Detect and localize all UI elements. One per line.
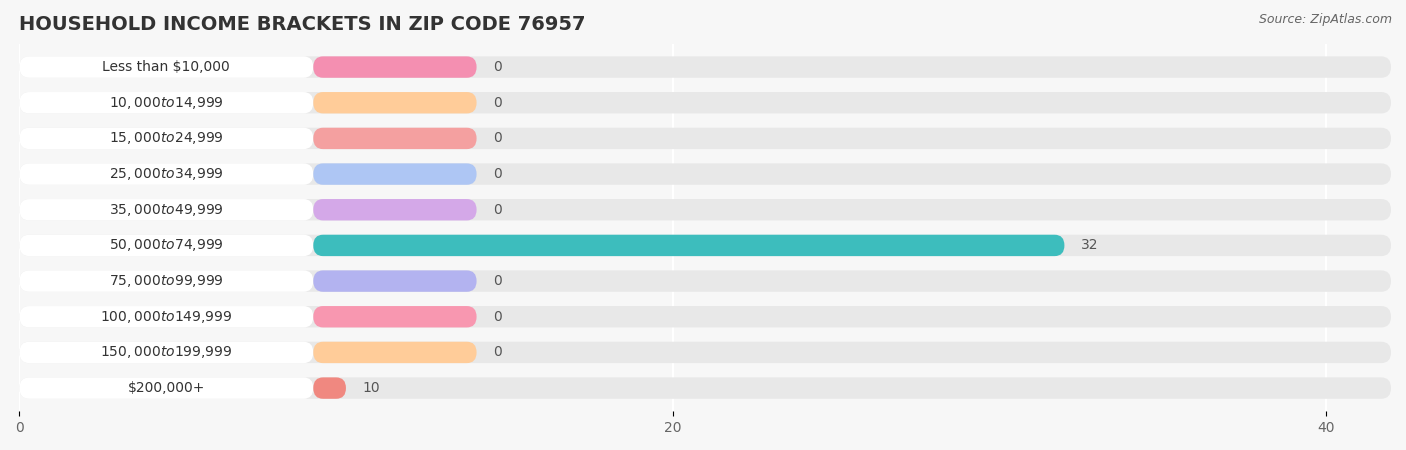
Text: Less than $10,000: Less than $10,000 (103, 60, 231, 74)
FancyBboxPatch shape (20, 378, 314, 399)
FancyBboxPatch shape (20, 92, 1391, 113)
FancyBboxPatch shape (20, 306, 1391, 328)
FancyBboxPatch shape (20, 306, 314, 328)
FancyBboxPatch shape (20, 342, 1391, 363)
Text: $50,000 to $74,999: $50,000 to $74,999 (108, 238, 224, 253)
FancyBboxPatch shape (20, 270, 1391, 292)
Text: 0: 0 (494, 60, 502, 74)
Text: 32: 32 (1081, 238, 1098, 252)
FancyBboxPatch shape (20, 270, 314, 292)
Text: $25,000 to $34,999: $25,000 to $34,999 (108, 166, 224, 182)
Text: $150,000 to $199,999: $150,000 to $199,999 (100, 344, 232, 360)
Text: $15,000 to $24,999: $15,000 to $24,999 (108, 130, 224, 146)
FancyBboxPatch shape (314, 342, 477, 363)
Text: 0: 0 (494, 96, 502, 110)
Text: HOUSEHOLD INCOME BRACKETS IN ZIP CODE 76957: HOUSEHOLD INCOME BRACKETS IN ZIP CODE 76… (20, 15, 586, 34)
FancyBboxPatch shape (20, 163, 314, 185)
FancyBboxPatch shape (20, 56, 314, 78)
Text: 0: 0 (494, 131, 502, 145)
FancyBboxPatch shape (20, 92, 314, 113)
FancyBboxPatch shape (314, 378, 346, 399)
Text: 0: 0 (494, 346, 502, 360)
FancyBboxPatch shape (20, 342, 314, 363)
FancyBboxPatch shape (314, 128, 477, 149)
FancyBboxPatch shape (20, 378, 1391, 399)
Text: 10: 10 (363, 381, 380, 395)
Text: $75,000 to $99,999: $75,000 to $99,999 (108, 273, 224, 289)
FancyBboxPatch shape (20, 235, 314, 256)
FancyBboxPatch shape (314, 306, 477, 328)
FancyBboxPatch shape (314, 199, 477, 220)
FancyBboxPatch shape (20, 128, 314, 149)
Text: 0: 0 (494, 274, 502, 288)
FancyBboxPatch shape (314, 56, 477, 78)
Text: $35,000 to $49,999: $35,000 to $49,999 (108, 202, 224, 218)
FancyBboxPatch shape (20, 56, 1391, 78)
Text: $200,000+: $200,000+ (128, 381, 205, 395)
FancyBboxPatch shape (20, 199, 314, 220)
FancyBboxPatch shape (20, 128, 1391, 149)
Text: $100,000 to $149,999: $100,000 to $149,999 (100, 309, 232, 325)
FancyBboxPatch shape (314, 270, 477, 292)
Text: 0: 0 (494, 203, 502, 217)
Text: Source: ZipAtlas.com: Source: ZipAtlas.com (1258, 14, 1392, 27)
FancyBboxPatch shape (314, 92, 477, 113)
FancyBboxPatch shape (20, 199, 1391, 220)
FancyBboxPatch shape (314, 163, 477, 185)
FancyBboxPatch shape (20, 163, 1391, 185)
Text: 0: 0 (494, 167, 502, 181)
FancyBboxPatch shape (20, 235, 1391, 256)
Text: $10,000 to $14,999: $10,000 to $14,999 (108, 95, 224, 111)
Text: 0: 0 (494, 310, 502, 324)
FancyBboxPatch shape (314, 235, 1064, 256)
